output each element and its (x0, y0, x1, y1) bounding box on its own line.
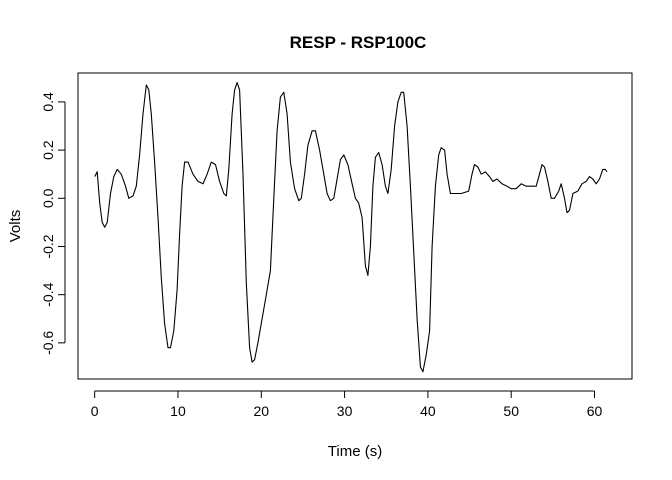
x-tick-label: 50 (503, 403, 519, 419)
x-tick-label: 0 (91, 403, 99, 419)
x-tick-label: 20 (253, 403, 269, 419)
y-axis-label: Volts (7, 210, 24, 243)
series-line-resp (94, 82, 608, 373)
y-tick-label: 0.0 (40, 188, 56, 208)
plot-frame (77, 72, 633, 380)
plot-series (94, 82, 608, 373)
x-tick-label: 30 (337, 403, 353, 419)
x-axis-label: Time (s) (328, 443, 382, 460)
chart-title: RESP - RSP100C (290, 33, 427, 52)
y-tick-label: -0.2 (40, 234, 56, 258)
y-axis: -0.6 -0.4 -0.2 0.0 0.2 0.4 (40, 92, 66, 355)
x-tick-label: 40 (420, 403, 436, 419)
y-tick-label: -0.6 (40, 331, 56, 355)
x-axis: 0 10 20 30 40 50 60 (91, 390, 603, 419)
y-tick-label: 0.4 (40, 92, 56, 112)
x-tick-label: 10 (170, 403, 186, 419)
y-tick-label: 0.2 (40, 140, 56, 160)
x-tick-label: 60 (587, 403, 603, 419)
y-tick-label: -0.4 (40, 282, 56, 306)
